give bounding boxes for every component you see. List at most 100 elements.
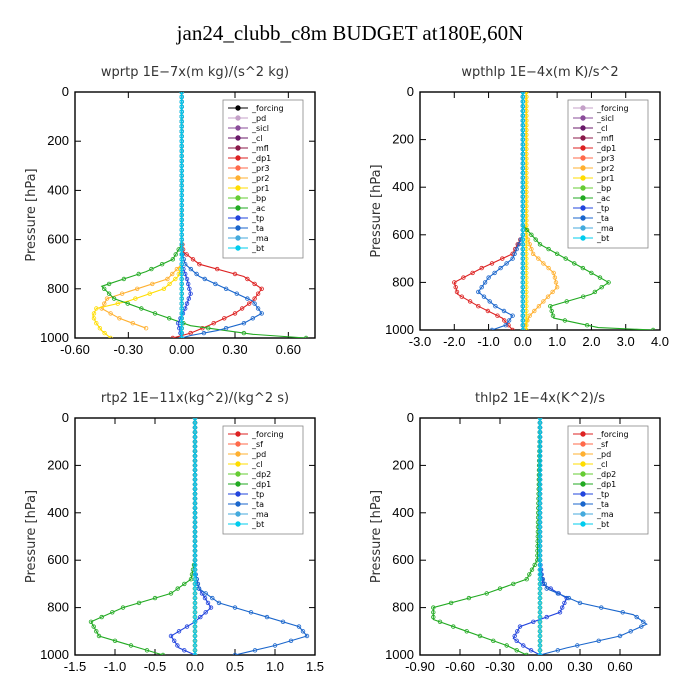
series-marker xyxy=(521,643,526,648)
legend-marker xyxy=(235,451,241,457)
series-marker xyxy=(91,624,96,629)
legend-label: _bt xyxy=(251,520,264,529)
legend-label: _mfl xyxy=(596,134,614,143)
series-marker xyxy=(108,335,113,338)
series-marker xyxy=(184,252,189,257)
series-marker xyxy=(520,265,526,271)
series-marker xyxy=(179,158,184,164)
series-marker xyxy=(520,199,526,204)
series-marker xyxy=(203,591,208,596)
series-marker xyxy=(192,605,198,610)
series-marker xyxy=(159,262,165,267)
series-marker xyxy=(580,265,586,271)
series-marker xyxy=(192,453,198,459)
series-marker xyxy=(192,486,198,492)
y-axis-label: Pressure [hPa] xyxy=(369,490,384,583)
series-marker xyxy=(492,270,497,276)
series-marker xyxy=(537,420,543,425)
series-marker xyxy=(184,276,190,282)
x-tick-label: -0.5 xyxy=(144,659,166,674)
legend-marker xyxy=(580,225,586,231)
series-marker xyxy=(234,291,239,296)
series-marker xyxy=(510,313,515,318)
y-tick-label: 1000 xyxy=(40,330,69,345)
series-marker xyxy=(520,237,526,242)
series-marker xyxy=(161,286,167,291)
series-marker xyxy=(190,257,196,262)
series-marker xyxy=(296,624,302,629)
x-tick-label: -0.90 xyxy=(405,659,435,674)
series-marker xyxy=(545,294,551,299)
legend-label: _ma xyxy=(251,234,269,243)
y-tick-label: 800 xyxy=(392,274,414,289)
series-marker xyxy=(280,619,286,624)
series-marker xyxy=(96,633,102,639)
legend-label: _pd xyxy=(251,114,266,123)
legend-label: _sf xyxy=(251,440,263,449)
series-marker xyxy=(203,610,208,615)
series-marker xyxy=(485,308,491,314)
series-marker xyxy=(192,430,198,435)
series-marker xyxy=(537,463,543,468)
x-tick-label: 2.0 xyxy=(582,334,600,349)
x-tick-label: 0.0 xyxy=(514,334,532,349)
series-marker xyxy=(192,420,198,425)
series-marker xyxy=(546,265,551,271)
series-marker xyxy=(550,289,555,295)
series-marker xyxy=(169,271,175,277)
series-marker xyxy=(575,643,580,648)
legend-label: _sicl xyxy=(251,124,269,133)
series-marker xyxy=(152,595,158,601)
legend-marker xyxy=(580,501,586,507)
series-marker xyxy=(520,151,526,157)
series-marker xyxy=(115,301,120,306)
y-tick-label: 400 xyxy=(392,179,414,194)
series-marker xyxy=(167,281,172,287)
series-marker xyxy=(179,311,184,316)
series-marker xyxy=(192,482,198,487)
legend-label: _bt xyxy=(596,520,609,529)
series-marker xyxy=(520,184,526,190)
series-marker xyxy=(130,321,135,326)
series-marker xyxy=(503,323,508,328)
series-marker xyxy=(524,652,529,655)
series-marker xyxy=(544,586,549,591)
series-marker xyxy=(192,505,198,511)
series-marker xyxy=(537,418,543,421)
y-axis-label: Pressure [hPa] xyxy=(24,490,39,583)
series-marker xyxy=(628,629,633,634)
series-marker xyxy=(448,600,454,606)
series-marker xyxy=(520,118,526,123)
series-marker xyxy=(179,217,184,223)
panel-wprtp: wprtp 1E−7x(m kg)/(s^2 kg) Pressure [hPa]… xyxy=(24,65,316,357)
series-marker xyxy=(467,299,473,304)
series-marker xyxy=(111,296,117,301)
series-marker xyxy=(223,286,229,291)
legend-label: _cl xyxy=(251,460,263,469)
series-marker xyxy=(192,463,198,468)
series-marker xyxy=(548,304,553,309)
legend-label: _pr3 xyxy=(596,154,614,163)
series-marker xyxy=(493,304,498,309)
legend-marker xyxy=(580,155,586,161)
series-marker xyxy=(537,472,543,478)
series-marker xyxy=(192,624,198,629)
series-marker xyxy=(597,275,603,280)
series-marker xyxy=(179,262,184,267)
series-marker xyxy=(179,306,184,311)
legend-label: _tp xyxy=(596,490,609,499)
series-marker xyxy=(537,501,543,506)
series-marker xyxy=(535,553,540,558)
x-tick-label: -1.5 xyxy=(64,659,86,674)
series-marker xyxy=(554,285,560,290)
series-marker xyxy=(639,624,644,629)
legend-label: _ac xyxy=(251,204,265,213)
series-marker xyxy=(208,605,214,610)
y-tick-label: 800 xyxy=(47,281,69,296)
series-marker xyxy=(192,629,198,634)
series-marker xyxy=(617,633,623,639)
x-tick-label: 3.0 xyxy=(617,334,635,349)
series-marker xyxy=(552,275,558,280)
series-marker xyxy=(581,294,586,299)
series-marker xyxy=(524,577,529,582)
